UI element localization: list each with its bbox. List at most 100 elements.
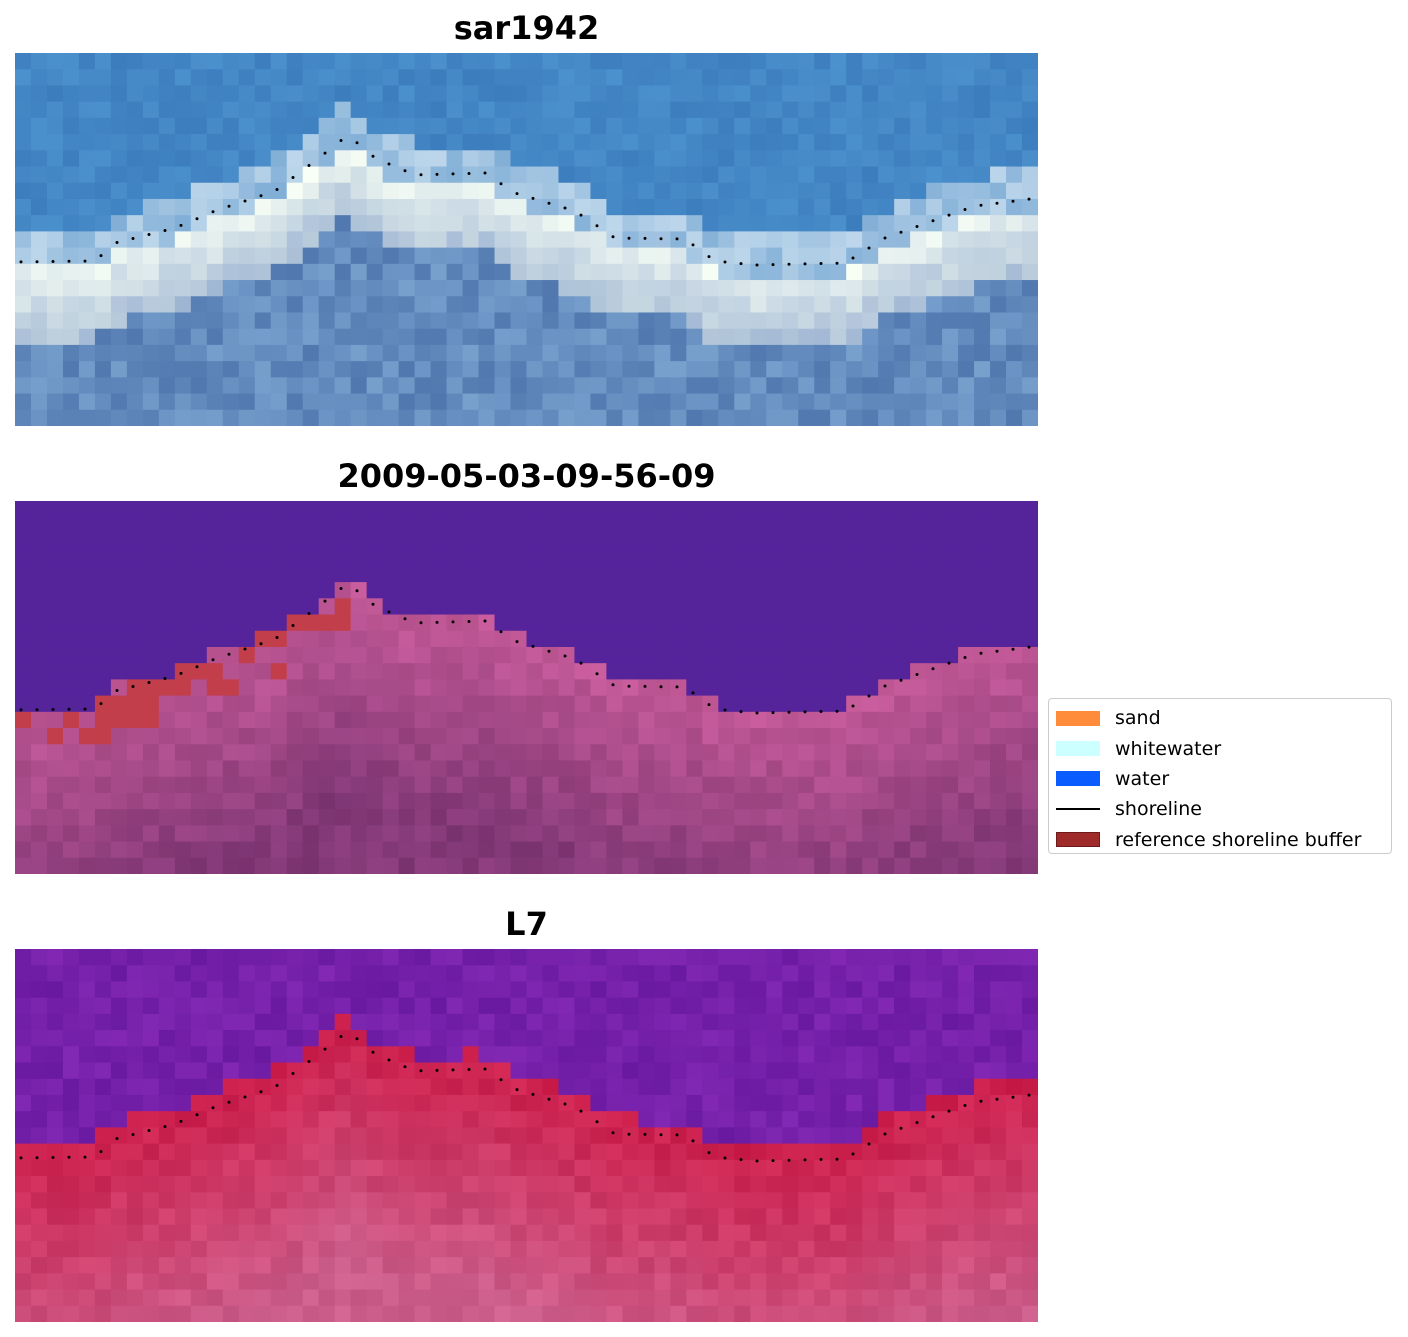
shoreline-point — [99, 254, 103, 258]
shoreline-point — [323, 599, 327, 603]
shoreline-point — [563, 206, 567, 210]
legend-item-sand: sand — [1049, 703, 1391, 733]
shoreline-point — [691, 243, 695, 247]
shoreline-point — [35, 260, 39, 264]
shoreline-point — [787, 262, 791, 266]
shoreline-point — [611, 235, 615, 239]
shoreline-point — [243, 647, 247, 651]
shoreline-point — [803, 262, 807, 266]
shoreline-point — [979, 1099, 983, 1103]
shoreline-point — [19, 1156, 23, 1160]
shoreline-point — [403, 617, 407, 621]
shoreline-point — [963, 1104, 967, 1107]
shoreline-point — [659, 1133, 663, 1137]
shoreline-point — [147, 681, 151, 684]
shoreline-point — [867, 246, 871, 250]
shoreline-point — [19, 260, 23, 264]
shoreline-point — [387, 610, 391, 614]
shoreline-point — [83, 707, 87, 711]
classified-image — [15, 501, 1038, 874]
shoreline-point — [307, 164, 311, 167]
legend-label: reference shoreline buffer — [1115, 828, 1362, 851]
shoreline-point — [211, 658, 215, 662]
shoreline-point — [963, 208, 967, 211]
shoreline-point — [1027, 645, 1031, 649]
shoreline-point — [515, 192, 519, 196]
legend-item-reference-buffer: reference shoreline buffer — [1049, 825, 1391, 855]
shoreline-point — [275, 1084, 279, 1087]
shoreline-point — [835, 1157, 839, 1161]
shoreline-point — [771, 1159, 775, 1163]
shoreline-point — [51, 1156, 55, 1159]
shoreline-point — [83, 259, 87, 263]
shoreline-point — [675, 685, 679, 689]
shoreline-point — [531, 1092, 535, 1096]
shoreline-point — [371, 154, 375, 158]
shoreline-point — [467, 620, 471, 623]
shoreline-point — [483, 171, 487, 175]
legend: sand whitewater water shoreline referenc… — [1048, 698, 1392, 854]
shoreline-point — [819, 710, 823, 713]
shoreline-point — [867, 1142, 871, 1146]
shoreline-point — [1011, 1095, 1015, 1099]
false-color-image — [15, 949, 1038, 1322]
shoreline-point — [643, 684, 647, 688]
shoreline-point — [1011, 647, 1015, 651]
shoreline-point — [707, 255, 711, 259]
shoreline-point — [723, 1156, 727, 1160]
shoreline-point — [291, 624, 295, 627]
shoreline-point — [995, 201, 999, 205]
shoreline-point — [931, 219, 935, 223]
shoreline-point — [339, 1035, 343, 1038]
shoreline-point — [131, 685, 135, 688]
shoreline-point — [803, 1158, 807, 1162]
shoreline-point — [467, 1068, 471, 1071]
shoreline-point — [259, 642, 263, 646]
shoreline-point — [67, 1155, 71, 1159]
shoreline-point — [707, 1151, 711, 1155]
shoreline-point — [483, 1067, 487, 1071]
shoreline-point — [691, 1139, 695, 1143]
shoreline-point — [131, 1133, 135, 1136]
shoreline-point — [947, 661, 951, 665]
shoreline-point — [579, 1109, 583, 1113]
shoreline-point — [979, 203, 983, 207]
shoreline-point — [195, 665, 199, 669]
shoreline-point — [483, 619, 487, 623]
shoreline-point — [675, 1133, 679, 1137]
shoreline-point — [499, 182, 503, 186]
shoreline-point — [611, 1131, 615, 1135]
shoreline-point — [931, 1115, 935, 1119]
shoreline-point — [899, 1126, 903, 1130]
shoreline-point — [883, 1132, 887, 1136]
shoreline-point — [371, 1050, 375, 1054]
shoreline-point — [451, 620, 455, 624]
shoreline-point — [787, 1158, 791, 1162]
shoreline-point — [915, 1121, 919, 1124]
shoreline-point — [579, 661, 583, 665]
shoreline-point — [515, 640, 519, 644]
shoreline-point — [403, 169, 407, 173]
shoreline-point — [835, 709, 839, 713]
shoreline-point — [179, 671, 183, 675]
shoreline-point — [899, 230, 903, 234]
shoreline-point — [99, 1150, 103, 1154]
shoreline-point — [883, 684, 887, 688]
shoreline-point — [355, 589, 359, 593]
shoreline-point — [243, 1095, 247, 1099]
legend-swatch-sand — [1056, 710, 1100, 726]
shoreline-point — [371, 602, 375, 606]
shoreline-point — [563, 1102, 567, 1106]
shoreline-point — [227, 652, 231, 656]
shoreline-point — [179, 1119, 183, 1123]
shoreline-point — [195, 217, 199, 221]
shoreline-point — [643, 1132, 647, 1136]
shoreline-point — [995, 1097, 999, 1101]
shoreline-point — [115, 1137, 119, 1140]
shoreline-point — [451, 172, 455, 176]
shoreline-point — [883, 236, 887, 240]
shoreline-point — [419, 1069, 423, 1073]
shoreline-point — [659, 237, 663, 241]
shoreline-point — [67, 707, 71, 711]
shoreline-point — [595, 672, 599, 676]
